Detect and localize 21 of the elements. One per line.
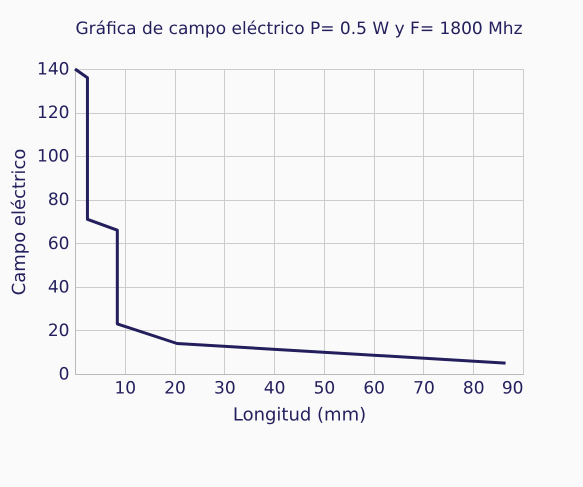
y-tick-label: 40 [48,277,70,298]
y-tick-label: 20 [48,320,70,341]
x-tick-label: 90 [502,378,524,398]
x-tick-label: 40 [264,378,286,398]
y-tick-label: 0 [58,364,70,384]
x-tick-label: 30 [214,378,236,398]
y-tick-label: 80 [48,190,70,210]
x-tick-label: 10 [114,378,136,398]
x-tick-label: 20 [164,378,186,398]
chart-title: Gráfica de campo eléctrico P= 0.5 W y F= 1800 Mhz [75,19,523,39]
y-tick-label: 100 [37,146,70,167]
x-tick-label: 80 [462,378,485,398]
x-tick-label: 50 [314,378,336,398]
line-series [74,68,508,365]
y-axis-title: Campo eléctrico [9,148,30,296]
y-tick-label: 60 [48,234,70,254]
x-axis-title: Longitud (mm) [232,404,366,426]
x-tick-label: 70 [413,378,435,398]
y-tick-label: 140 [37,60,70,80]
x-tick-label: 60 [363,378,385,398]
y-tick-label: 120 [37,103,70,124]
